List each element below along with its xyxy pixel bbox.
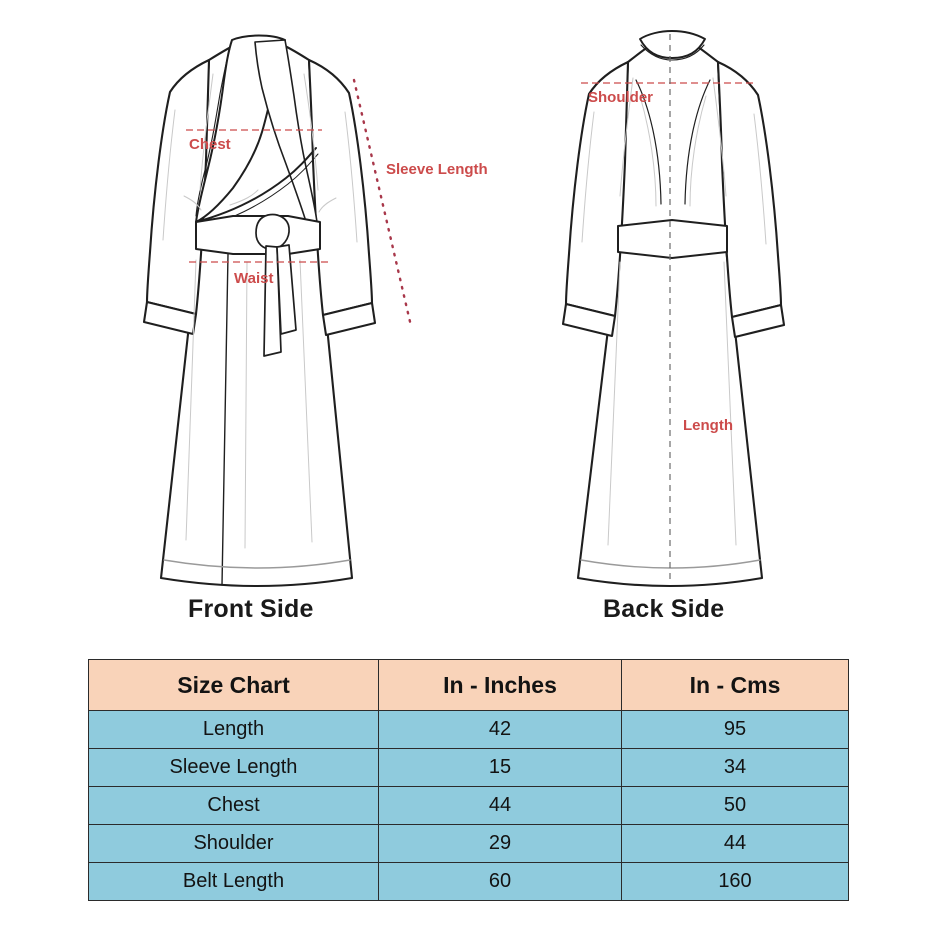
front-right-cuff [321,301,377,337]
back-left-cuff [561,302,617,338]
back-hem-arc [580,559,761,569]
back-robe-illustration [561,30,786,588]
back-collar-inner [640,44,705,61]
front-collar-crease [195,47,231,217]
size-chart-table: Size Chart In - Inches In - Cms Length 4… [88,659,849,901]
front-shading-folds [162,73,358,243]
back-shading-folds [581,77,767,546]
front-hem-arc [163,559,351,569]
back-side-caption: Back Side [603,595,725,623]
front-skirt-folds [185,259,313,549]
back-seams [635,79,711,205]
robe-illustrations: Chest Waist Sleeve Length Shoulder Lengt… [142,30,786,623]
row-inches: 60 [378,862,622,901]
table-row: Chest 44 50 [88,786,849,825]
row-inches: 44 [378,786,622,825]
waist-label: Waist [234,270,274,287]
row-inches: 15 [378,748,622,787]
front-left-sleeve [145,58,211,316]
front-robe-illustration [142,34,413,588]
front-side-caption: Front Side [188,595,314,623]
back-right-cuff [730,303,786,339]
front-belt-tail-left [263,245,282,357]
length-label: Length [683,417,733,434]
row-measure: Sleeve Length [88,748,379,787]
header-cms: In - Cms [621,659,849,711]
row-measure: Chest [88,786,379,825]
row-cms: 50 [621,786,849,825]
row-cms: 34 [621,748,849,787]
back-torso [618,34,728,240]
header-inches: In - Inches [378,659,622,711]
header-size-chart: Size Chart [88,659,379,711]
row-measure: Length [88,710,379,749]
table-header-row: Size Chart In - Inches In - Cms [88,659,849,711]
back-left-sleeve [564,60,630,318]
row-cms: 44 [621,824,849,863]
front-skirt [159,224,354,588]
front-center-seam [221,253,229,586]
row-cms: 95 [621,710,849,749]
table-row: Length 42 95 [88,710,849,749]
chest-label: Chest [189,136,231,153]
row-cms: 160 [621,862,849,901]
row-measure: Belt Length [88,862,379,901]
front-annotation-lines [186,78,413,328]
front-wrap-edge [195,147,317,223]
back-robe-body [561,30,786,588]
row-inches: 42 [378,710,622,749]
table-row: Shoulder 29 44 [88,824,849,863]
sleeve-length-label: Sleeve Length [386,161,488,178]
table-row: Belt Length 60 160 [88,862,849,901]
sleeve-length-measure-line [352,78,413,328]
table-row: Sleeve Length 15 34 [88,748,849,787]
back-collar [639,30,706,59]
row-measure: Shoulder [88,824,379,863]
back-annotation-lines [581,34,757,582]
back-belt [617,219,728,259]
shoulder-label: Shoulder [588,89,654,106]
front-belt-tail-right [276,244,297,335]
front-robe-body [142,34,377,588]
row-inches: 29 [378,824,622,863]
front-right-sleeve [307,58,374,317]
